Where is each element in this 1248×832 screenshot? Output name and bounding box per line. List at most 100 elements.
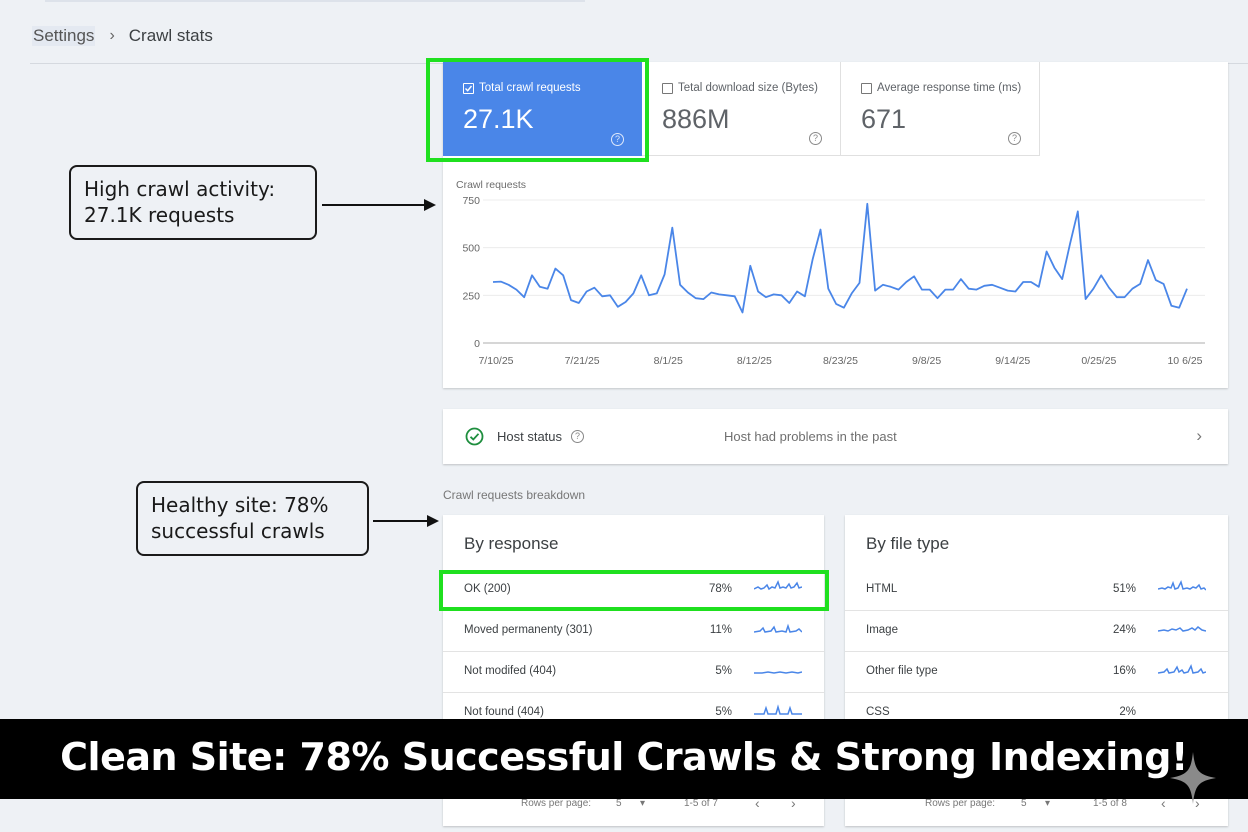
metric-total-download-size[interactable]: Tetal download size (Bytes) 886M ? <box>642 62 841 156</box>
dropdown-arrow-icon[interactable]: ▾ <box>1045 798 1051 809</box>
metric-average-response-time[interactable]: Average response time (ms) 671 ? <box>841 62 1040 156</box>
sparkline-icon <box>1158 626 1206 632</box>
callout-line: Healthy site: 78% <box>151 493 329 517</box>
row-label: Other file type <box>866 665 938 677</box>
sparkline-icon <box>754 580 802 591</box>
svg-text:750: 750 <box>462 195 480 207</box>
row-label: Not modifed (404) <box>464 665 557 677</box>
breadcrumb-settings-link[interactable]: Settings <box>32 26 96 46</box>
callout-healthy-site: Healthy site: 78% successful crawls <box>136 481 369 556</box>
row-percent: 2% <box>1119 706 1136 718</box>
svg-text:8/23/25: 8/23/25 <box>823 355 858 367</box>
metric-total-crawl-requests[interactable]: Total crawl requests 27.1K ? <box>443 62 642 156</box>
host-status-card[interactable]: Host status ? Host had problems in the p… <box>443 409 1228 464</box>
checkbox-checked-icon[interactable] <box>463 82 474 94</box>
metric-value: 671 <box>861 104 907 134</box>
sparkline-icon <box>754 671 802 674</box>
metric-value: 27.1K <box>463 104 534 134</box>
row-label: HTML <box>866 583 898 595</box>
row-percent: 16% <box>1112 665 1136 677</box>
table-row[interactable]: Image 24% <box>845 611 1228 652</box>
table-row[interactable]: Other file type 16% <box>845 652 1228 693</box>
metric-label: Tetal download size (Bytes) <box>678 82 818 94</box>
next-page-icon[interactable]: › <box>791 795 796 811</box>
row-label: OK (200) <box>464 583 511 595</box>
chevron-right-icon[interactable]: › <box>1196 426 1202 445</box>
help-icon[interactable]: ? <box>571 430 584 443</box>
sparkle-icon <box>1170 752 1216 804</box>
row-label: Not found (404) <box>464 706 544 718</box>
sparkline-icon <box>1158 579 1206 591</box>
caption-banner: Clean Site: 78% Successful Crawls & Stro… <box>0 719 1248 799</box>
row-percent: 11% <box>709 624 732 636</box>
checkbox-icon[interactable] <box>861 82 872 94</box>
sparkline-icon <box>754 704 802 715</box>
metric-label: Total crawl requests <box>479 82 581 94</box>
card-title: By response <box>464 534 559 553</box>
breadcrumb: Settings › Crawl stats <box>32 26 213 46</box>
sparkline-icon <box>1158 663 1206 674</box>
row-percent: 78% <box>708 583 732 595</box>
checkbox-icon[interactable] <box>662 82 673 94</box>
highlight-ok-row-box <box>439 570 829 611</box>
table-row[interactable]: HTML 51% <box>845 570 1228 611</box>
table-row[interactable]: Moved permanenty (301) 11% <box>443 611 824 652</box>
row-label: CSS <box>866 706 890 718</box>
row-label: Image <box>866 624 898 636</box>
svg-text:9/14/25: 9/14/25 <box>995 355 1030 367</box>
row-percent: 24% <box>1112 624 1136 636</box>
rows-per-page-select[interactable]: 5 <box>1021 798 1027 809</box>
svg-text:250: 250 <box>462 290 480 302</box>
callout-high-crawl-activity: High crawl activity: 27.1K requests <box>69 165 317 240</box>
next-page-icon[interactable]: › <box>1195 795 1200 811</box>
arrow-right-icon <box>322 199 436 211</box>
page-range: 1-5 of 7 <box>684 798 718 809</box>
callout-line: High crawl activity: <box>84 177 276 201</box>
rows-per-page-label: Rows per page: <box>925 798 996 809</box>
pagination: Rows per page: 5 ▾ 1-5 of 8 ‹ › <box>845 795 1228 815</box>
section-title-breakdown: Crawl requests breakdown <box>443 488 586 502</box>
svg-text:8/1/25: 8/1/25 <box>654 355 683 367</box>
metric-value: 886M <box>662 104 730 134</box>
table-row[interactable]: Not modifed (404) 5% <box>443 652 824 693</box>
svg-text:10 6/25: 10 6/25 <box>1167 355 1202 367</box>
highlight-total-crawl-box <box>426 58 649 162</box>
svg-text:9/8/25: 9/8/25 <box>912 355 941 367</box>
pagination: Rows per page: 5 ▾ 1-5 of 7 ‹ › <box>443 795 824 815</box>
crawl-requests-line-chart: 0 250 500 750 7/10/25 7/21/25 8/1/25 8/12/25 8/2… <box>462 195 1205 367</box>
page-range: 1-5 of 8 <box>1093 798 1127 809</box>
row-percent: 5% <box>715 706 732 718</box>
svg-text:7/21/25: 7/21/25 <box>565 355 600 367</box>
page-title: Crawl stats <box>128 26 213 45</box>
svg-text:500: 500 <box>462 243 480 255</box>
callout-line: successful crawls <box>151 519 325 543</box>
row-label: Moved permanenty (301) <box>464 624 593 636</box>
arrow-right-icon <box>373 515 439 527</box>
help-icon[interactable]: ? <box>1008 132 1021 145</box>
crawl-chart-card: Total crawl requests 27.1K ? Tetal downl… <box>443 62 1228 388</box>
host-status-label: Host status <box>497 429 563 444</box>
help-icon[interactable]: ? <box>809 132 822 145</box>
card-title: By file type <box>866 534 950 553</box>
svg-text:7/10/25: 7/10/25 <box>478 355 513 367</box>
table-row[interactable]: CSS 2% <box>845 693 1228 734</box>
row-percent: 5% <box>715 665 732 677</box>
check-circle-icon <box>465 427 484 446</box>
rows-per-page-select[interactable]: 5 <box>616 798 622 809</box>
help-icon[interactable]: ? <box>611 133 624 146</box>
callout-line: 27.1K requests <box>84 203 235 227</box>
chart-title: Crawl requests <box>456 179 527 191</box>
host-status-message: Host had problems in the past <box>724 429 897 444</box>
row-percent: 51% <box>1112 583 1136 595</box>
prev-page-icon[interactable]: ‹ <box>755 795 760 811</box>
svg-text:8/12/25: 8/12/25 <box>737 355 772 367</box>
banner-text: Clean Site: 78% Successful Crawls & Stro… <box>60 735 1188 779</box>
dropdown-arrow-icon[interactable]: ▾ <box>640 798 646 809</box>
sparkline-icon <box>754 623 802 633</box>
chevron-right-icon: › <box>109 27 115 44</box>
top-divider <box>45 0 585 2</box>
metric-label: Average response time (ms) <box>877 82 1022 94</box>
prev-page-icon[interactable]: ‹ <box>1161 795 1166 811</box>
rows-per-page-label: Rows per page: <box>521 798 592 809</box>
svg-text:0/25/25: 0/25/25 <box>1081 355 1116 367</box>
